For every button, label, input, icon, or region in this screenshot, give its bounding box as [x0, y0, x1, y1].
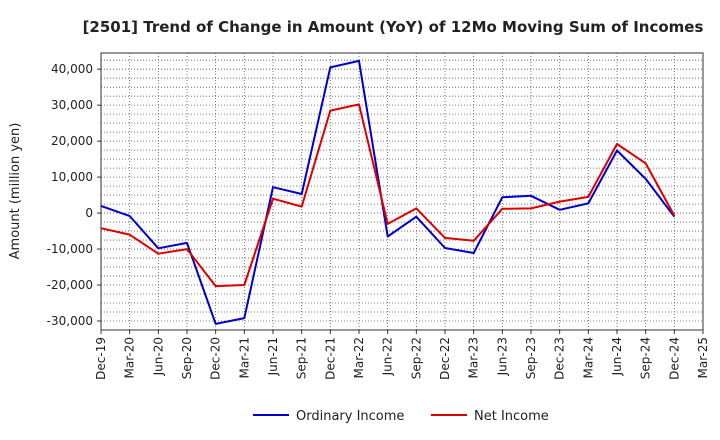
x-axis-ticks: Dec-19 Mar-20 Jun-20 Sep-20 Dec-20 Mar-21 Jun-… [94, 330, 710, 380]
y-tick-label: -10,000 [47, 242, 93, 256]
chart-title: [2501] Trend of Change in Amount (YoY) o… [83, 18, 704, 36]
x-tick-label: Mar-23 [467, 337, 481, 378]
series-line-net-income [100, 103, 676, 288]
x-tick-label: Dec-24 [667, 337, 681, 380]
x-tick-label: Dec-19 [94, 337, 108, 380]
x-tick-label: Mar-24 [581, 337, 595, 378]
x-tick-label: Dec-23 [553, 337, 567, 380]
x-tick-label: Sep-21 [295, 337, 309, 379]
x-tick-label: Mar-21 [237, 337, 251, 378]
y-tick-label: -30,000 [47, 314, 93, 328]
x-tick-label: Sep-20 [180, 337, 194, 379]
x-tick-label: Mar-25 [696, 337, 710, 378]
x-tick-label: Mar-20 [123, 337, 137, 378]
x-tick-label: Mar-22 [352, 337, 366, 378]
y-tick-label: 30,000 [51, 98, 93, 112]
y-tick-label: -20,000 [47, 278, 93, 292]
x-tick-label: Dec-22 [438, 337, 452, 380]
x-tick-label: Jun-24 [610, 337, 624, 376]
x-tick-label: Dec-21 [323, 337, 337, 380]
y-tick-label: 0 [85, 206, 93, 220]
y-axis-label: Amount (million yen) [8, 123, 23, 260]
x-tick-label: Sep-24 [639, 337, 653, 379]
x-tick-label: Sep-22 [409, 337, 423, 379]
x-tick-label: Jun-22 [381, 337, 395, 376]
series-line-ordinary-income [100, 59, 676, 325]
grid [100, 53, 704, 330]
y-tick-label: 40,000 [51, 62, 93, 76]
plot-area [100, 52, 704, 331]
x-tick-label: Sep-23 [524, 337, 538, 379]
y-tick-label: 10,000 [51, 170, 93, 184]
legend-label-ordinary-income: Ordinary Income [296, 409, 404, 424]
series-lines [100, 59, 676, 325]
x-tick-label: Jun-20 [151, 337, 165, 376]
x-tick-label: Jun-21 [266, 337, 280, 376]
y-axis-ticks: 40,000 30,000 20,000 10,000 0 -10,000 -20,000 -… [47, 62, 101, 328]
x-tick-label: Jun-23 [495, 337, 509, 376]
x-tick-label: Dec-20 [209, 337, 223, 380]
legend-label-net-income: Net Income [474, 409, 549, 424]
y-tick-label: 20,000 [51, 134, 93, 148]
legend: Ordinary Income Net Income [253, 409, 549, 424]
